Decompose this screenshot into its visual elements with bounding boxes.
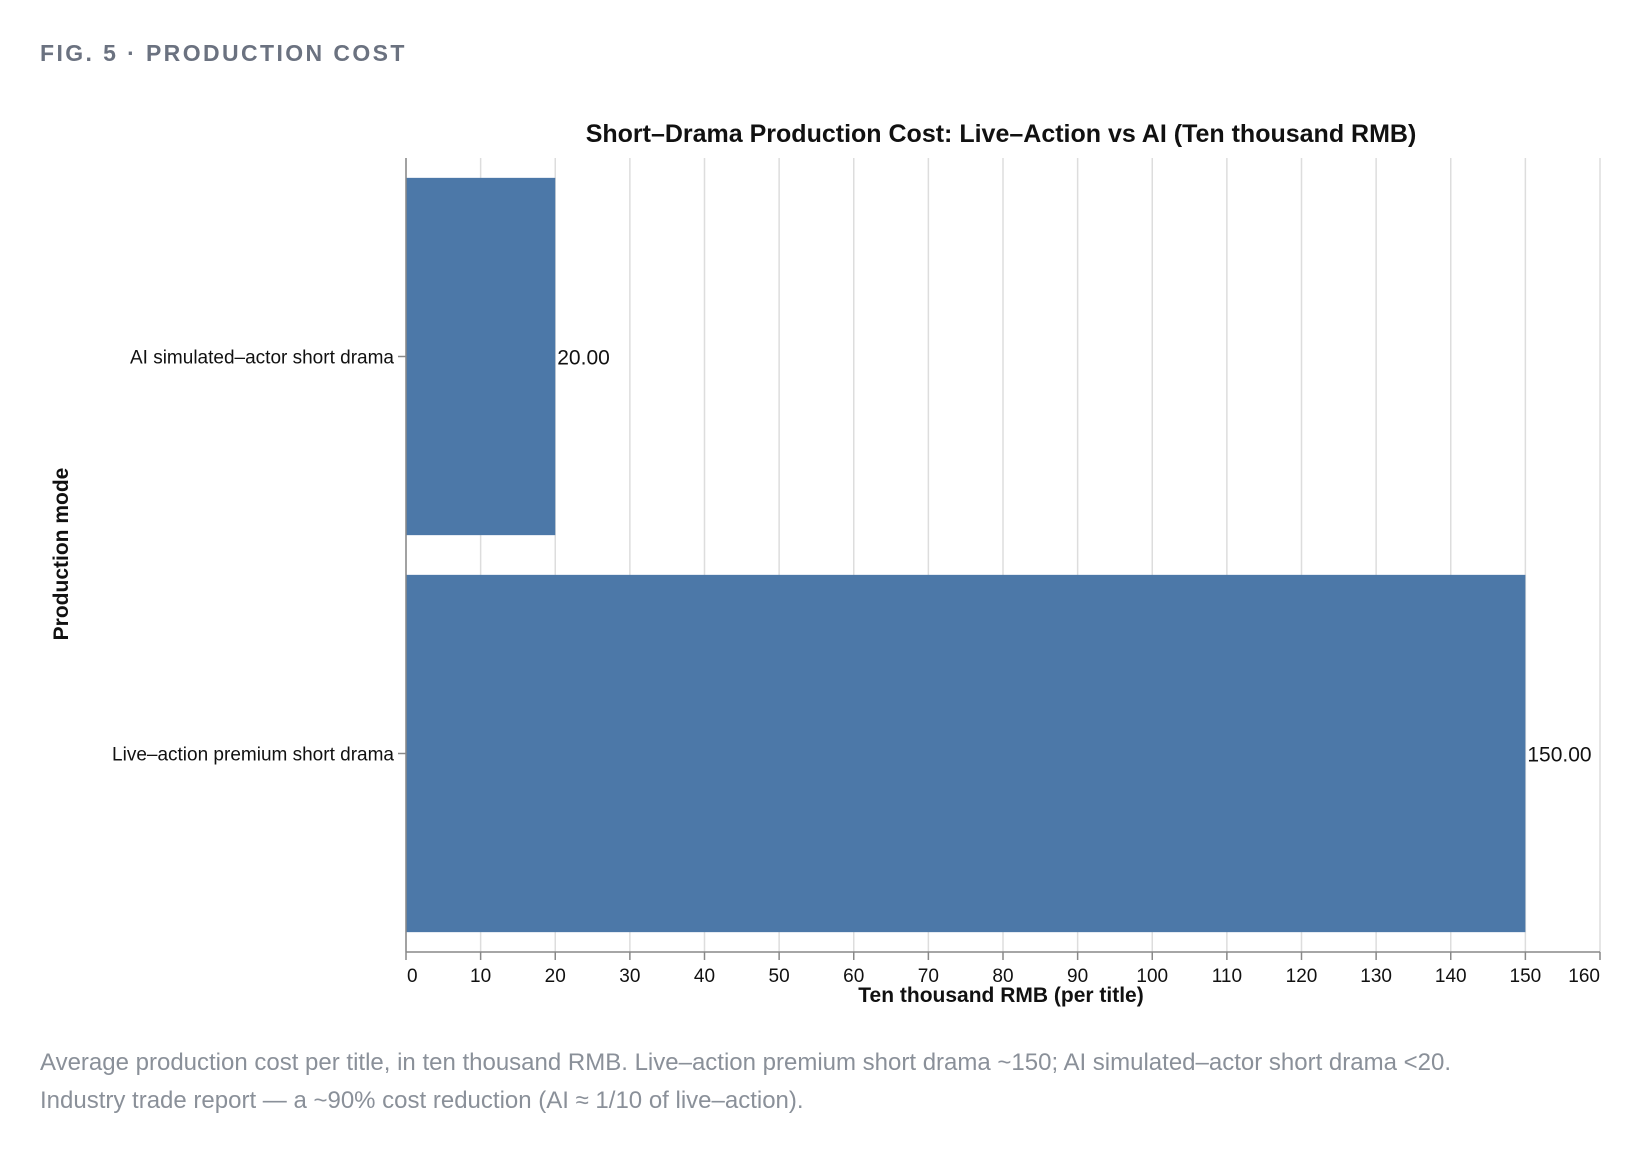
x-tick-label: 130 (1360, 966, 1392, 987)
x-tick-label: 100 (1136, 966, 1168, 987)
x-tick-label: 120 (1286, 966, 1318, 987)
x-tick-label: 60 (843, 966, 864, 987)
x-tick-label: 30 (619, 966, 640, 987)
x-tick-label: 160 (1568, 966, 1600, 987)
axes-group: AI simulated–actor short drama Live–actio… (112, 158, 1601, 987)
x-tick-label: 140 (1435, 966, 1467, 987)
category-label: AI simulated–actor short drama (130, 348, 394, 369)
figure-label: FIG. 5 · PRODUCTION COST (40, 40, 407, 66)
x-tick-label: 40 (694, 966, 715, 987)
figure-caption: Average production cost per title, in te… (40, 1044, 1600, 1120)
x-axis-label: Ten thousand RMB (per title) (858, 984, 1143, 1007)
x-tick-label: 20 (545, 966, 566, 987)
bar (406, 177, 556, 536)
x-tick-label: 70 (918, 966, 939, 987)
chart-title: Short–Drama Production Cost: Live–Action… (586, 120, 1417, 148)
caption-line-1: Average production cost per title, in te… (40, 1049, 1451, 1076)
x-tick-label: 80 (992, 966, 1013, 987)
x-tick-label: 0 (407, 966, 418, 987)
x-tick-label: 90 (1067, 966, 1088, 987)
x-tick-label: 150 (1510, 966, 1542, 987)
y-axis-label: Production mode (50, 468, 73, 641)
caption-line-2: Industry trade report — a ~90% cost redu… (40, 1087, 804, 1114)
data-label: 20.00 (557, 347, 610, 370)
bar (406, 574, 1526, 933)
x-tick-label: 10 (470, 966, 491, 987)
category-label: Live–action premium short drama (112, 745, 394, 766)
data-label: 150.00 (1527, 744, 1591, 767)
bars-group: 20.00 150.00 (406, 177, 1592, 933)
x-tick-label: 50 (769, 966, 790, 987)
x-tick-label: 110 (1212, 966, 1242, 987)
